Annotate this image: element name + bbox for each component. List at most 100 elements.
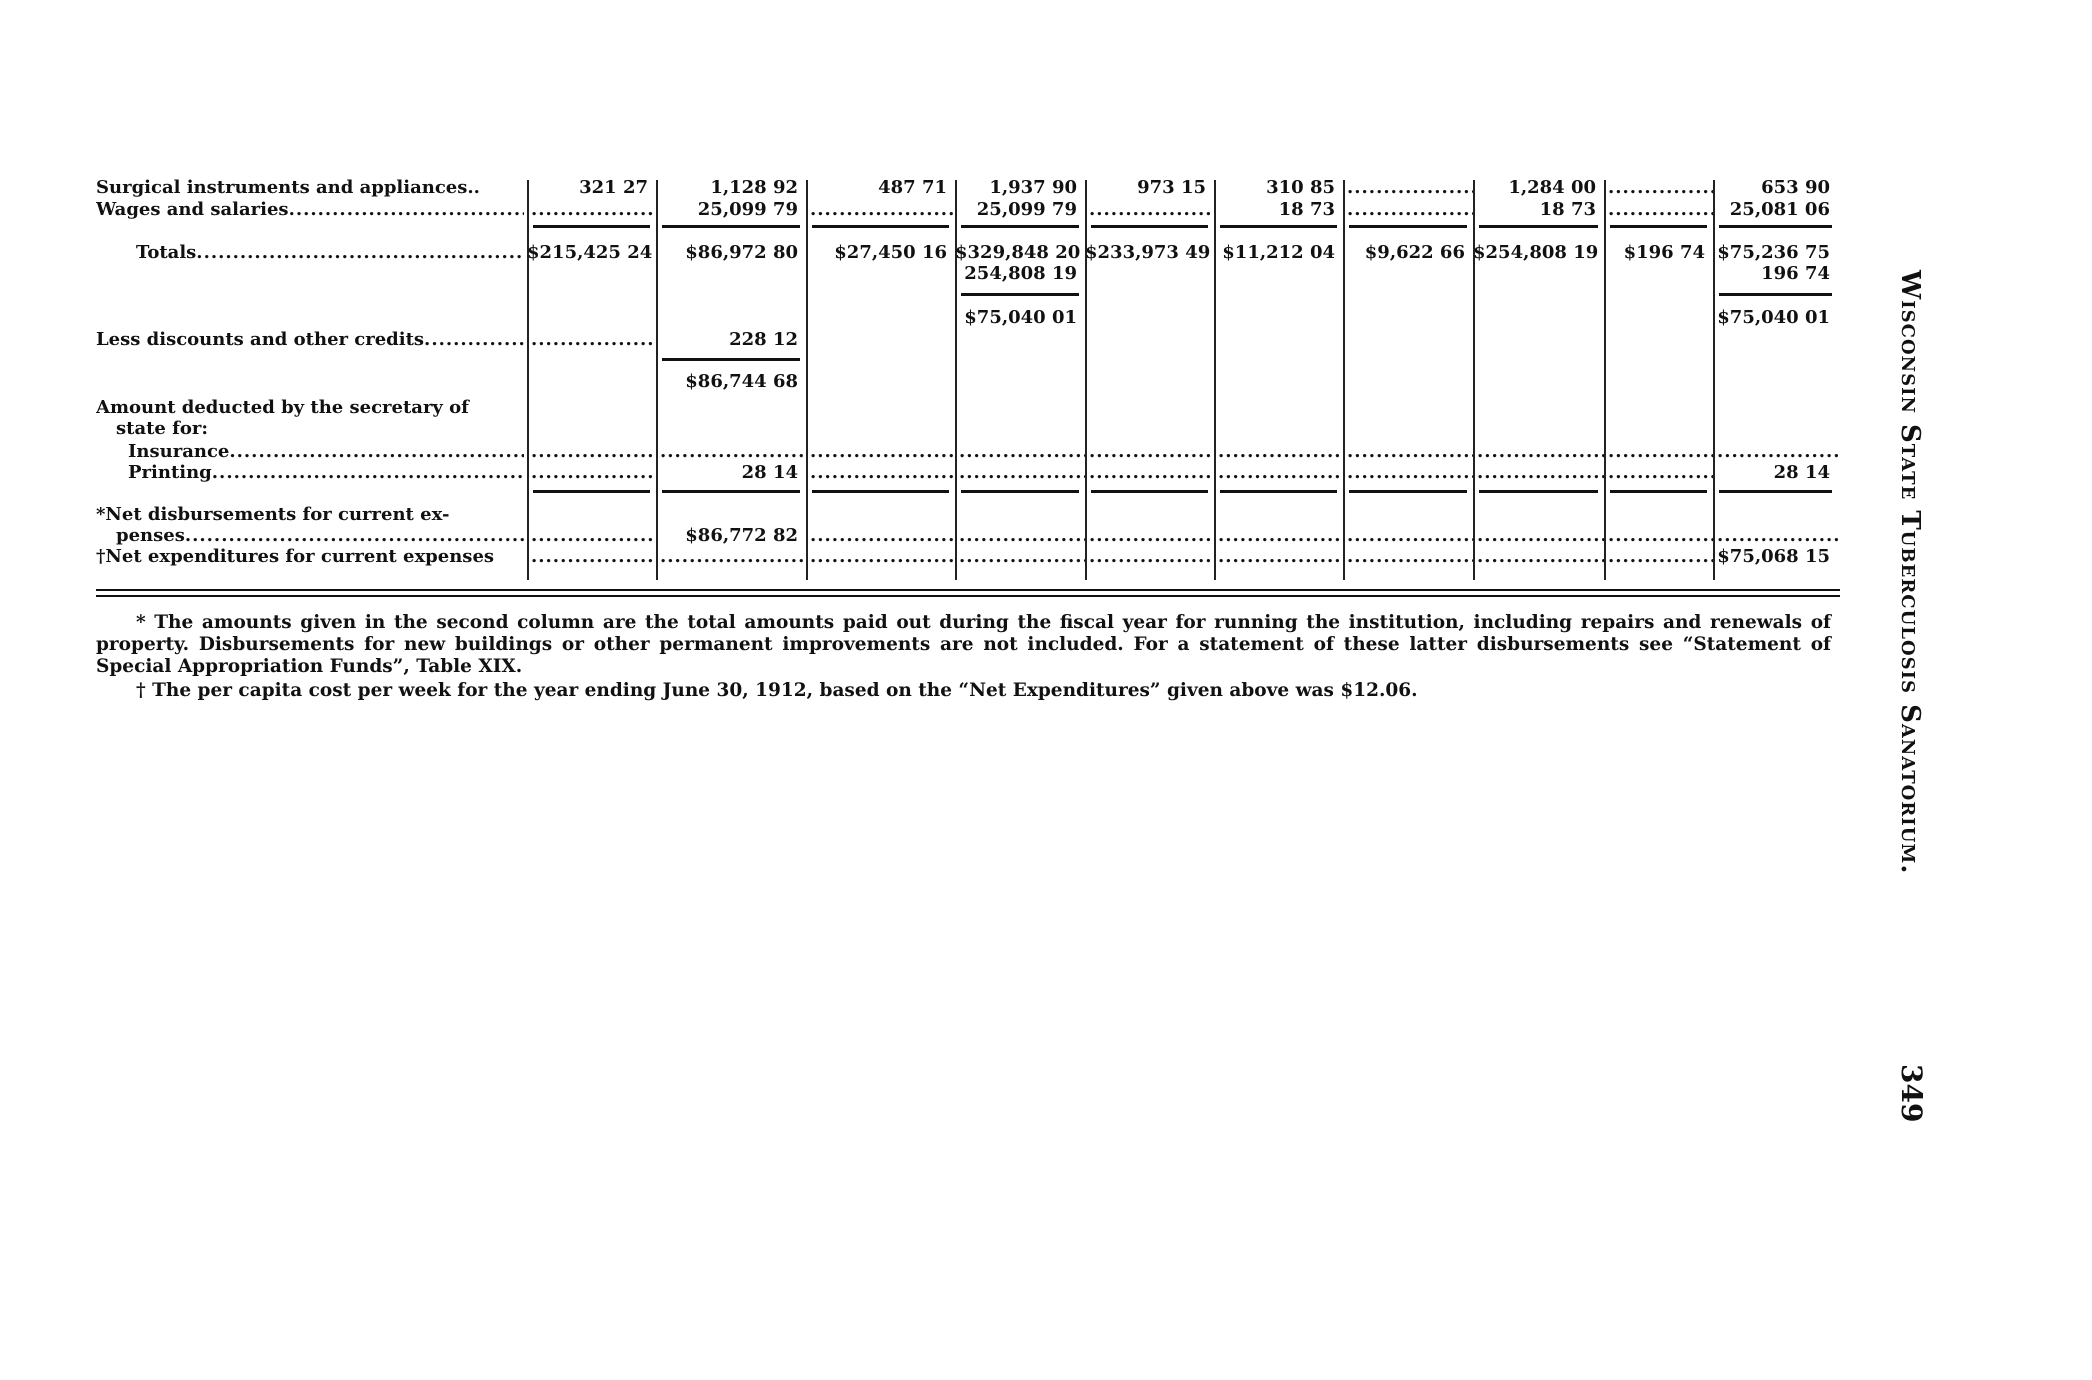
column-divider (1473, 180, 1475, 580)
empty-cell-dots: ........................................… (660, 441, 806, 462)
row-label-text: Totals (136, 242, 197, 263)
empty-cell-dots: ........................................… (1608, 546, 1713, 567)
amount-cell: $9,622 66 (1364, 242, 1465, 263)
row-label: penses .................................… (96, 525, 524, 547)
column-divider (656, 180, 658, 580)
dot-leader: ........................................… (229, 441, 524, 462)
dot-leader: ........................................… (211, 462, 524, 483)
dot-leader: ........................................… (288, 199, 524, 220)
row-label: Amount deducted by the secretary of (96, 397, 524, 419)
footnote-asterisk: * The amounts given in the second column… (96, 612, 1831, 677)
sum-rule (1610, 490, 1707, 493)
sum-rule (1479, 225, 1598, 228)
row-label-text: state for: (116, 418, 209, 439)
empty-cell-dots: ........................................… (1218, 441, 1343, 462)
sum-rule (533, 490, 650, 493)
empty-cell-dots: ........................................… (1608, 199, 1713, 220)
amount-cell: $75,236 75 (1717, 242, 1830, 263)
amount-cell: 973 15 (1137, 177, 1206, 198)
sum-rule (961, 225, 1079, 228)
row-label: Insurance ..............................… (96, 441, 524, 463)
empty-cell-dots: ........................................… (1218, 525, 1343, 546)
empty-cell-dots: ........................................… (1347, 441, 1473, 462)
page-number: 349 (1895, 1064, 1928, 1123)
column-divider (1604, 180, 1606, 580)
amount-cell: 1,937 90 (989, 177, 1077, 198)
sum-rule (1719, 225, 1832, 228)
empty-cell-dots: ........................................… (1089, 525, 1214, 546)
empty-cell-dots: ........................................… (1477, 546, 1604, 567)
amount-cell: $75,040 01 (1717, 307, 1830, 328)
sum-rule (1349, 490, 1467, 493)
row-label-text: penses (116, 525, 185, 546)
empty-cell-dots: ........................................… (531, 525, 656, 546)
empty-cell-dots: ........................................… (810, 546, 955, 567)
amount-cell: $11,212 04 (1222, 242, 1335, 263)
amount-cell: 1,284 00 (1508, 177, 1596, 198)
row-label: state for: (96, 418, 524, 440)
column-divider (1343, 180, 1345, 580)
empty-cell-dots: ........................................… (1608, 525, 1713, 546)
column-divider (1085, 180, 1087, 580)
sum-rule (1719, 490, 1832, 493)
row-label-text: Surgical instruments and appliances.. (96, 177, 480, 198)
sum-rule (662, 490, 800, 493)
row-label-text: Wages and salaries (96, 199, 289, 220)
empty-cell-dots: ........................................… (1218, 546, 1343, 567)
empty-cell-dots: ........................................… (959, 525, 1085, 546)
row-label-text: Less discounts and other credits (96, 329, 425, 350)
empty-cell-dots: ........................................… (959, 441, 1085, 462)
empty-cell-dots: ........................................… (1608, 177, 1713, 198)
row-label: *Net disbursements for current ex- (96, 504, 524, 526)
empty-cell-dots: ........................................… (1717, 441, 1838, 462)
amount-cell: $86,972 80 (685, 242, 798, 263)
empty-cell-dots: ........................................… (959, 546, 1085, 567)
empty-cell-dots: ........................................… (531, 441, 656, 462)
empty-cell-dots: ........................................… (531, 199, 656, 220)
empty-cell-dots: ........................................… (531, 546, 656, 567)
amount-cell: 25,081 06 (1729, 199, 1830, 220)
amount-cell: 1,128 92 (710, 177, 798, 198)
row-label-text: *Net disbursements for current ex- (96, 504, 450, 525)
amount-cell: 487 71 (878, 177, 947, 198)
empty-cell-dots: ........................................… (959, 462, 1085, 483)
empty-cell-dots: ........................................… (810, 525, 955, 546)
column-divider (1214, 180, 1216, 580)
empty-cell-dots: ........................................… (1089, 199, 1214, 220)
row-label: Less discounts and other credits .......… (96, 329, 524, 351)
sum-rule (1479, 490, 1598, 493)
empty-cell-dots: ........................................… (1477, 441, 1604, 462)
amount-cell: 18 73 (1278, 199, 1335, 220)
sum-rule (1349, 225, 1467, 228)
row-label: Surgical instruments and appliances.. (96, 177, 524, 199)
column-divider (1713, 180, 1715, 580)
empty-cell-dots: ........................................… (531, 329, 656, 350)
sum-rule (1610, 225, 1707, 228)
empty-cell-dots: ........................................… (1347, 177, 1473, 198)
amount-cell: $233,973 49 (1085, 242, 1211, 263)
sum-rule (812, 225, 949, 228)
column-divider (527, 180, 529, 580)
amount-cell: $215,425 24 (527, 242, 653, 263)
empty-cell-dots: ........................................… (1608, 462, 1713, 483)
amount-cell: $86,744 68 (685, 371, 798, 392)
sum-rule (812, 490, 949, 493)
sum-rule (961, 293, 1079, 296)
sum-rule (662, 225, 800, 228)
empty-cell-dots: ........................................… (1347, 199, 1473, 220)
empty-cell-dots: ........................................… (1347, 546, 1473, 567)
sum-rule (1719, 293, 1832, 296)
empty-cell-dots: ........................................… (1089, 546, 1214, 567)
empty-cell-dots: ........................................… (1608, 441, 1713, 462)
empty-cell-dots: ........................................… (1477, 525, 1604, 546)
sum-rule (662, 358, 800, 361)
amount-cell: 25,099 79 (697, 199, 798, 220)
column-divider (806, 180, 808, 580)
amount-cell: 18 73 (1539, 199, 1596, 220)
amount-cell: $196 74 (1623, 242, 1705, 263)
dot-leader: ........................................… (184, 525, 524, 546)
empty-cell-dots: ........................................… (1089, 462, 1214, 483)
amount-cell: $27,450 16 (834, 242, 947, 263)
amount-cell: 254,808 19 (964, 263, 1077, 284)
